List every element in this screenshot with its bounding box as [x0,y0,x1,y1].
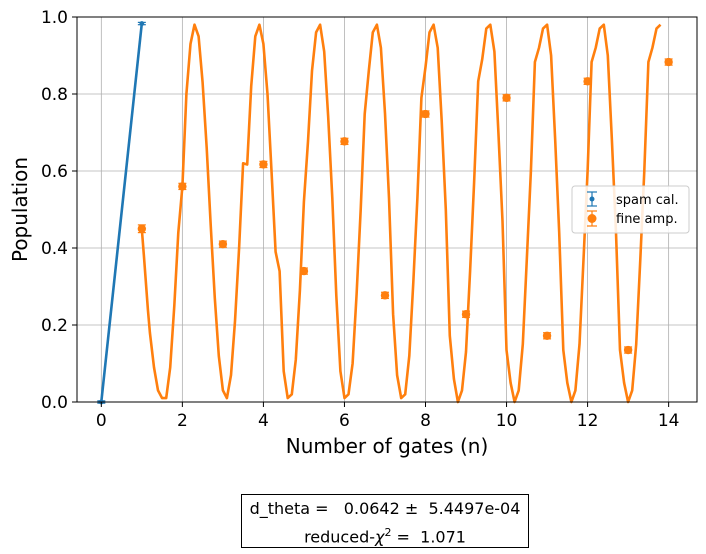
x-tick-label: 0 [96,411,107,431]
y-axis-label: Population [8,157,32,262]
x-tick-label: 14 [658,411,680,431]
y-tick-label: 0.2 [41,316,68,336]
data-marker [139,21,145,26]
data-point [502,93,511,103]
fit-curves [100,23,662,404]
fit-result-chi-symbol: χ [375,527,385,547]
fit-curve-fine-amp [140,23,662,404]
data-marker [421,109,430,119]
data-point [259,160,268,169]
y-tick-label: 0.8 [41,85,68,105]
legend-box [571,185,690,234]
x-tick-label: 6 [339,411,350,431]
fine-amplitude-chart: 0 2 4 6 8 10 12 14 0.0 0.2 0.4 0.6 0.8 1.0 Number of… [8,8,698,458]
fit-result-chi2-value: = 1.071 [391,527,466,547]
x-axis-label: Number of gates (n) [286,434,489,458]
fit-result-d-theta: d_theta = 0.0642 ± 5.4497e-04 [249,499,521,518]
data-point [461,310,471,319]
y-tick-label: 0.0 [41,393,68,413]
data-marker [340,137,349,146]
x-tick-label: 4 [258,411,269,431]
fit-result-chi-exponent: 2 [384,526,392,539]
data-marker [461,310,471,319]
data-point [340,137,349,146]
x-axis-ticks: 0 2 4 6 8 10 12 14 [96,402,680,431]
data-point [218,239,228,249]
data-marker [299,266,309,276]
data-point [137,21,146,26]
x-tick-label: 2 [177,411,188,431]
x-tick-label: 12 [577,411,599,431]
data-marker [542,331,552,340]
data-point [137,224,147,234]
legend-label-spam-cal: spam cal. [616,193,679,208]
data-point [623,345,633,355]
x-tick-label: 10 [496,411,518,431]
data-marker [178,182,187,191]
y-axis-ticks: 0.0 0.2 0.4 0.6 0.8 1.0 [41,8,77,413]
data-marker [218,239,228,249]
fit-result-chi2-prefix: reduced- [304,527,375,547]
legend-entry-spam-cal: spam cal. [587,191,679,208]
data-marker [664,57,673,67]
legend: spam cal. fine amp. [571,185,690,234]
legend-label-fine-amp: fine amp. [616,212,678,227]
data-point [299,266,309,276]
fit-result-chi2: reduced-χ2 = 1.071 [242,521,528,549]
fit-curve-spam-cal [100,23,144,403]
data-marker [259,160,268,169]
data-point [583,77,592,86]
legend-entry-fine-amp: fine amp. [587,210,678,227]
data-points [97,21,673,405]
data-marker [137,224,147,233]
data-marker [502,93,511,103]
y-tick-label: 1.0 [41,8,68,28]
data-point [664,57,673,67]
x-tick-label: 8 [420,411,431,431]
y-tick-label: 0.4 [41,239,68,259]
plot-frame [76,16,698,403]
data-marker [623,345,633,355]
data-marker [583,77,592,86]
data-point [178,182,187,191]
data-point [421,109,430,119]
y-tick-label: 0.6 [41,162,68,182]
data-point [542,331,552,340]
data-marker [380,291,390,300]
data-point [380,291,390,300]
fit-result-box: d_theta = 0.0642 ± 5.4497e-04 reduced-χ2… [241,494,529,548]
